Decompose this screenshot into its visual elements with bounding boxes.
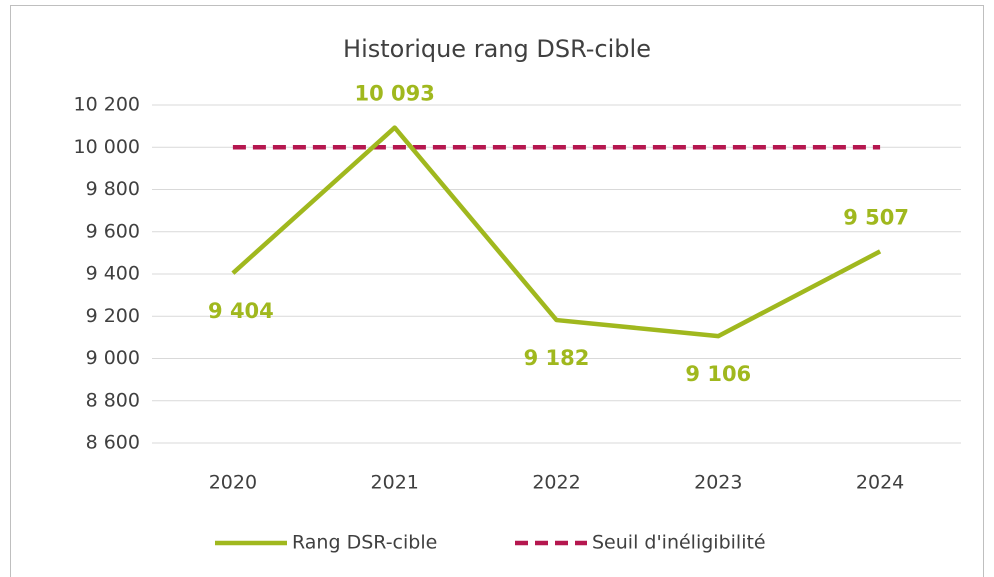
y-tick-label: 10 200 xyxy=(74,94,140,116)
data-label: 9 106 xyxy=(685,362,751,386)
data-label: 9 404 xyxy=(208,299,274,323)
data-label: 9 507 xyxy=(843,205,909,229)
y-tick-label: 9 800 xyxy=(86,178,140,200)
legend-label: Rang DSR-cible xyxy=(292,532,437,554)
y-tick-label: 9 400 xyxy=(86,263,140,285)
y-tick-label: 10 000 xyxy=(74,136,140,158)
data-label: 10 093 xyxy=(355,82,435,106)
x-tick-label: 2024 xyxy=(856,472,904,494)
y-tick-label: 9 600 xyxy=(86,220,140,242)
series-line xyxy=(231,125,882,339)
legend-label: Seuil d'inéligibilité xyxy=(592,532,766,554)
y-tick-label: 9 000 xyxy=(86,347,140,369)
x-tick-label: 2020 xyxy=(209,472,257,494)
y-tick-label: 8 800 xyxy=(86,389,140,411)
data-label: 9 182 xyxy=(524,346,590,370)
chart-border xyxy=(10,5,984,577)
y-tick-label: 8 600 xyxy=(86,432,140,454)
chart-title: Historique rang DSR-cible xyxy=(343,35,651,63)
x-tick-label: 2021 xyxy=(371,472,419,494)
x-tick-label: 2023 xyxy=(694,472,742,494)
y-tick-label: 9 200 xyxy=(86,305,140,327)
x-tick-label: 2022 xyxy=(532,472,580,494)
